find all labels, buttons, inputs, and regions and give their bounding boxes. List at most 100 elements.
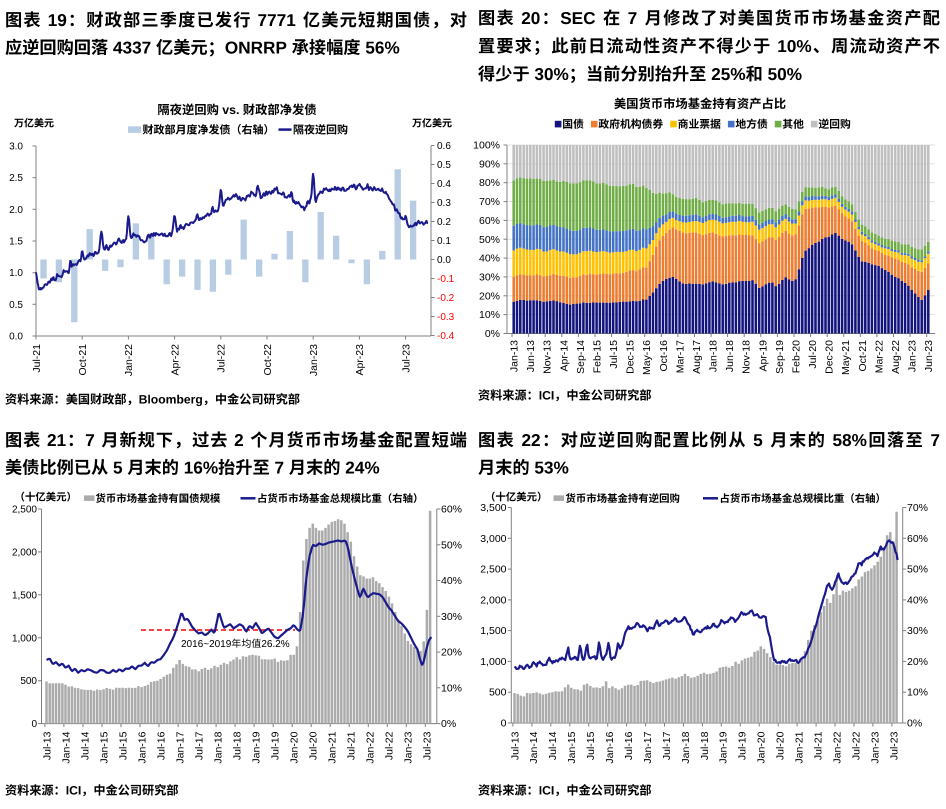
svg-text:80%: 80% bbox=[479, 177, 500, 189]
svg-text:Jun-18: Jun-18 bbox=[724, 340, 736, 372]
svg-text:Jul-17: Jul-17 bbox=[661, 731, 673, 760]
svg-text:Jun-13: Jun-13 bbox=[525, 340, 537, 372]
svg-text:Jul-20: Jul-20 bbox=[308, 731, 320, 760]
svg-text:Jan-18: Jan-18 bbox=[708, 340, 720, 372]
svg-text:1,000: 1,000 bbox=[12, 633, 37, 644]
svg-text:2,000: 2,000 bbox=[12, 547, 37, 558]
svg-text:20%: 20% bbox=[479, 290, 500, 302]
svg-text:Oct-22: Oct-22 bbox=[262, 344, 274, 376]
svg-text:Jul-19: Jul-19 bbox=[737, 731, 749, 760]
svg-text:Jan-19: Jan-19 bbox=[718, 731, 730, 763]
svg-text:Mar-17: Mar-17 bbox=[674, 340, 686, 373]
svg-text:30%: 30% bbox=[441, 611, 462, 623]
svg-text:Feb-20: Feb-20 bbox=[790, 340, 802, 373]
svg-text:Jul-18: Jul-18 bbox=[232, 731, 244, 760]
svg-text:Jul-15: Jul-15 bbox=[585, 731, 597, 760]
svg-text:30%: 30% bbox=[907, 625, 928, 637]
svg-text:Jul-14: Jul-14 bbox=[79, 731, 91, 760]
svg-text:Oct-21: Oct-21 bbox=[77, 344, 89, 376]
svg-text:Jan-23: Jan-23 bbox=[869, 731, 881, 763]
svg-text:60%: 60% bbox=[441, 504, 462, 516]
svg-text:3,500: 3,500 bbox=[480, 502, 506, 514]
svg-text:70%: 70% bbox=[479, 196, 500, 208]
svg-text:Jul-13: Jul-13 bbox=[41, 731, 53, 760]
svg-text:0.5: 0.5 bbox=[9, 300, 23, 311]
svg-text:Jul-21: Jul-21 bbox=[813, 731, 825, 760]
svg-text:1,500: 1,500 bbox=[480, 625, 506, 637]
svg-text:0.3: 0.3 bbox=[437, 198, 451, 209]
svg-text:Apr-23: Apr-23 bbox=[354, 344, 366, 376]
svg-text:Jul-20: Jul-20 bbox=[775, 731, 787, 760]
svg-text:Jan-18: Jan-18 bbox=[680, 731, 692, 763]
svg-text:Dec-20: Dec-20 bbox=[824, 340, 836, 374]
svg-text:Sep-14: Sep-14 bbox=[575, 340, 587, 374]
svg-text:Jan-14: Jan-14 bbox=[528, 731, 540, 763]
svg-text:Jan-13: Jan-13 bbox=[509, 340, 521, 372]
svg-text:Jul-21: Jul-21 bbox=[31, 344, 43, 373]
svg-text:0.0: 0.0 bbox=[9, 332, 23, 343]
svg-text:Jan-22: Jan-22 bbox=[365, 731, 377, 763]
svg-text:Jul-19: Jul-19 bbox=[270, 731, 282, 760]
svg-text:Jan-15: Jan-15 bbox=[566, 731, 578, 763]
svg-text:Jan-21: Jan-21 bbox=[794, 731, 806, 763]
svg-text:Jan-19: Jan-19 bbox=[251, 731, 263, 763]
svg-text:Jan-16: Jan-16 bbox=[604, 731, 616, 763]
svg-text:Jul-13: Jul-13 bbox=[509, 731, 521, 760]
svg-text:Jul-18: Jul-18 bbox=[699, 731, 711, 760]
svg-text:Aug-17: Aug-17 bbox=[691, 340, 703, 374]
svg-text:Jul-14: Jul-14 bbox=[547, 731, 559, 760]
svg-text:Jul-15: Jul-15 bbox=[117, 731, 129, 760]
svg-text:60%: 60% bbox=[907, 533, 928, 545]
svg-text:Mar-22: Mar-22 bbox=[873, 340, 885, 373]
svg-text:Apr-22: Apr-22 bbox=[169, 344, 181, 376]
svg-text:Aug-22: Aug-22 bbox=[890, 340, 902, 374]
svg-text:1,500: 1,500 bbox=[12, 590, 37, 601]
svg-text:70%: 70% bbox=[907, 502, 928, 514]
svg-text:3,000: 3,000 bbox=[480, 533, 506, 545]
svg-text:Oct-16: Oct-16 bbox=[658, 340, 670, 372]
svg-text:-0.4: -0.4 bbox=[437, 331, 455, 342]
svg-text:Jan-20: Jan-20 bbox=[289, 731, 301, 763]
svg-text:Jul-16: Jul-16 bbox=[623, 731, 635, 760]
svg-text:Jun-23: Jun-23 bbox=[923, 340, 935, 372]
svg-text:Dec-15: Dec-15 bbox=[625, 340, 637, 374]
svg-text:500: 500 bbox=[20, 676, 37, 687]
svg-text:Feb-15: Feb-15 bbox=[591, 340, 603, 373]
svg-text:Oct-21: Oct-21 bbox=[857, 340, 869, 372]
svg-text:0%: 0% bbox=[485, 328, 500, 340]
svg-text:50%: 50% bbox=[441, 539, 462, 551]
svg-text:Jan-21: Jan-21 bbox=[327, 731, 339, 763]
svg-text:0%: 0% bbox=[907, 718, 922, 730]
svg-text:Jul-23: Jul-23 bbox=[422, 731, 434, 760]
svg-text:20%: 20% bbox=[907, 656, 928, 668]
svg-text:-0.1: -0.1 bbox=[437, 274, 455, 285]
svg-text:50%: 50% bbox=[479, 234, 500, 246]
svg-text:Jan-23: Jan-23 bbox=[907, 340, 919, 372]
svg-text:50%: 50% bbox=[907, 564, 928, 576]
svg-text:Jul-23: Jul-23 bbox=[888, 731, 900, 760]
svg-text:Jan-14: Jan-14 bbox=[60, 731, 72, 763]
svg-text:2.5: 2.5 bbox=[9, 173, 23, 184]
svg-text:Jul-16: Jul-16 bbox=[155, 731, 167, 760]
svg-text:Jan-16: Jan-16 bbox=[136, 731, 148, 763]
svg-text:Jul-21: Jul-21 bbox=[346, 731, 358, 760]
svg-text:20%: 20% bbox=[441, 647, 462, 659]
svg-text:-0.2: -0.2 bbox=[437, 293, 455, 304]
svg-text:Jul-23: Jul-23 bbox=[400, 344, 412, 373]
svg-text:0.0: 0.0 bbox=[437, 255, 451, 266]
svg-text:Jul-22: Jul-22 bbox=[850, 731, 862, 760]
svg-text:Apr-14: Apr-14 bbox=[558, 340, 570, 372]
svg-text:Jan-18: Jan-18 bbox=[213, 731, 225, 763]
svg-text:1.0: 1.0 bbox=[9, 268, 23, 279]
svg-text:Jan-23: Jan-23 bbox=[403, 731, 415, 763]
svg-text:3.0: 3.0 bbox=[9, 142, 23, 153]
svg-text:Sep-19: Sep-19 bbox=[774, 340, 786, 374]
svg-text:500: 500 bbox=[489, 687, 507, 699]
svg-text:1,000: 1,000 bbox=[480, 656, 506, 668]
svg-text:Jan-23: Jan-23 bbox=[308, 344, 320, 376]
svg-text:1.5: 1.5 bbox=[9, 237, 23, 248]
svg-text:Jan-22: Jan-22 bbox=[123, 344, 135, 376]
svg-text:Jan-17: Jan-17 bbox=[174, 731, 186, 763]
svg-text:90%: 90% bbox=[479, 158, 500, 170]
svg-text:10%: 10% bbox=[907, 687, 928, 699]
